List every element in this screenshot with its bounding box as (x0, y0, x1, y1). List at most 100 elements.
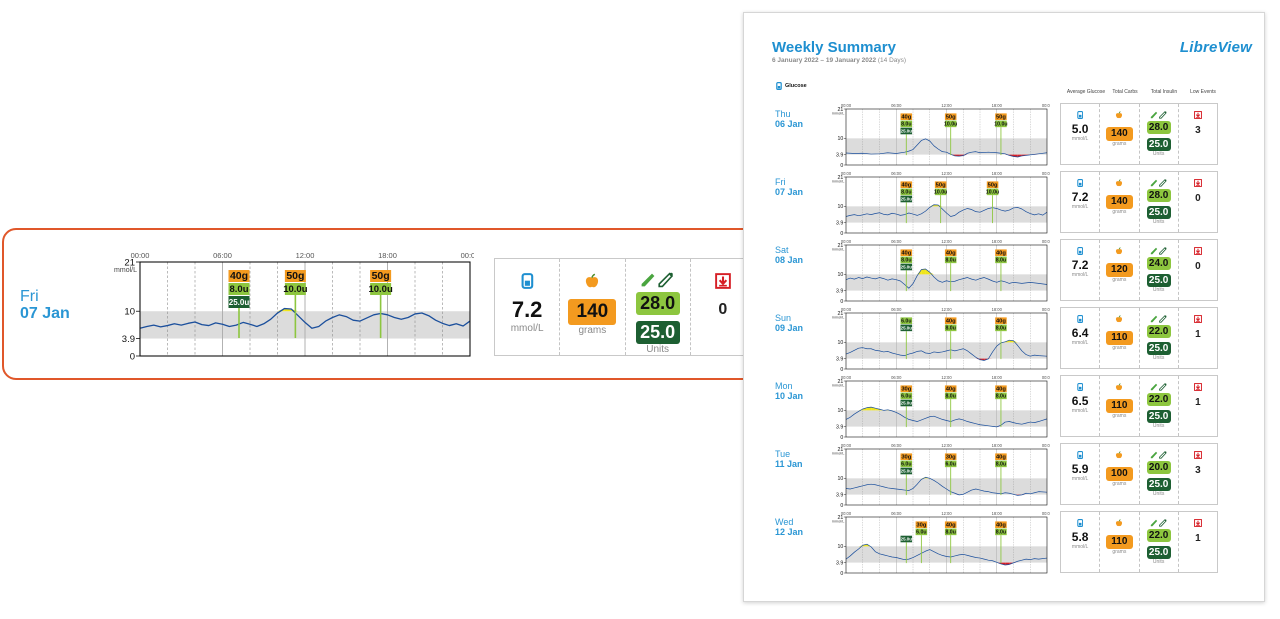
rapid-insulin-event-box-text: 10.0u (986, 190, 999, 196)
y-tick-label: 10 (837, 136, 843, 142)
total-carbs-unit: grams (1112, 413, 1127, 419)
total-carbs-unit: grams (1112, 549, 1127, 555)
day-stats: 5.0 mmol/L 140 grams 28.0 25.0 Units 3 (1060, 103, 1218, 165)
day-date: 07 Jan (775, 187, 804, 197)
y-tick-label: 21 (837, 107, 843, 113)
long-insulin-event-box-text: 25.0u (901, 265, 913, 270)
long-insulin-event-box-text: 25.0u (229, 298, 250, 307)
x-tick-label: 12:00 (941, 375, 952, 380)
total-carbs-cell: 100 grams (1099, 444, 1138, 504)
total-insulin-cell: 22.0 25.0 Units (1138, 512, 1178, 572)
glucose-sensor-icon (1077, 518, 1084, 527)
x-tick-label: 18:00 (992, 443, 1003, 448)
carbs-event-box (995, 453, 1007, 460)
glucose-sensor-icon (776, 82, 782, 90)
insulin-unit: Units (1152, 355, 1165, 361)
rapid-insulin-event-box-text: 6.0u (901, 462, 911, 468)
day-label: Sun 09 Jan (775, 313, 803, 333)
carbs-event-box (900, 113, 913, 120)
day-row: Mon 10 Jan 0 3.9 10 21 mmol/L 00:00 06:00 12:00… (744, 375, 1266, 445)
carbs-event-box-text: 40g (901, 182, 911, 188)
rapid-insulin-event-box-text: 6.0u (945, 462, 955, 468)
carbs-event-box-text: 40g (946, 250, 956, 256)
pen-icon (1150, 246, 1167, 255)
carbs-event-box-text: 40g (946, 522, 956, 528)
rapid-insulin-event-box-text: 10.0u (934, 190, 947, 196)
y-tick-label: 10 (837, 204, 843, 210)
rapid-insulin-event-box-text: 8.0u (996, 394, 1006, 400)
x-tick-label: 12:00 (941, 307, 952, 312)
weekly-summary-page: Weekly Summary 6 January 2022 – 19 Janua… (743, 12, 1265, 602)
pen-icon (1150, 314, 1167, 323)
pen-icon (1150, 110, 1167, 119)
long-insulin-event-box-text: 25.0u (901, 197, 913, 202)
x-tick-label: 00:00 (1042, 103, 1050, 108)
y-tick-label: 0 (840, 571, 843, 575)
carbs-event-box-text: 40g (996, 318, 1006, 324)
carbs-event-box (944, 317, 957, 324)
x-tick-label: 00:00 (1042, 375, 1050, 380)
day-label: Tue 11 Jan (775, 449, 803, 469)
x-tick-label: 18:00 (992, 375, 1003, 380)
y-tick-label: 0 (840, 367, 843, 371)
rapid-insulin-event-box (986, 188, 999, 196)
avg-glucose-cell: 7.2 mmol/L (1061, 172, 1099, 232)
long-insulin-event-box-text: 25.0u (901, 537, 913, 542)
low-events-value: 1 (1195, 397, 1201, 408)
low-events-cell: 3 (1177, 444, 1217, 504)
long-acting-pen-icon (1159, 382, 1167, 391)
y-tick-label: 21 (837, 515, 843, 521)
y-tick-label: 21 (124, 257, 135, 268)
carbs-event-box-text: 50g (988, 182, 998, 188)
libreview-logo: LibreView (1179, 39, 1252, 56)
rapid-insulin-event-box-text: 10.0u (368, 284, 392, 295)
avg-glucose-cell: 6.4 mmol/L (1061, 308, 1099, 368)
rapid-insulin-event-box (370, 283, 392, 295)
rapid-insulin-value: 22.0 (1146, 325, 1171, 338)
day-stats: 5.8 mmol/L 110 grams 22.0 25.0 Units 1 (1060, 511, 1218, 573)
avg-glucose-cell: 7.2 mmol/L (495, 259, 559, 355)
chart-frame (845, 312, 1048, 370)
total-insulin-cell: 28.0 25.0 Units (1138, 104, 1178, 164)
y-tick-label: 0 (840, 435, 843, 439)
carbs-event-box-text: 30g (946, 454, 956, 460)
day-date: 12 Jan (775, 527, 804, 537)
low-events-cell: 1 (1177, 308, 1217, 368)
total-carbs-cell: 140 grams (1099, 172, 1138, 232)
carbs-event-box-text: 30g (901, 454, 911, 460)
low-event-arrow-icon (1193, 314, 1202, 323)
y-tick-label: 10 (124, 307, 135, 318)
total-carbs-value: 100 (1105, 467, 1133, 481)
total-carbs-value: 110 (1105, 535, 1133, 549)
carbs-event-box-text: 50g (286, 270, 304, 282)
low-events-cell: 1 (1177, 512, 1217, 572)
long-insulin-event-box-text: 25.0u (901, 401, 913, 406)
y-unit-label: mmol/L (832, 112, 845, 116)
chart-frame (845, 516, 1048, 574)
apple-icon (1116, 178, 1123, 186)
total-carbs-unit: grams (1112, 481, 1127, 487)
y-tick-label: 10 (837, 340, 843, 346)
total-insulin-cell: 28.0 25.0 Units (624, 259, 690, 355)
x-tick-label: 06:00 (891, 375, 902, 380)
insulin-unit: Units (1152, 491, 1165, 497)
glucose-sensor-icon (1077, 110, 1084, 119)
rapid-insulin-event-box (995, 256, 1007, 264)
day-name: Thu (775, 109, 791, 119)
y-tick-label: 10 (837, 272, 843, 278)
rapid-insulin-event-box (228, 283, 250, 295)
x-tick-label: 06:00 (891, 307, 902, 312)
low-events-cell: 3 (1177, 104, 1217, 164)
long-insulin-event-box (900, 324, 913, 332)
rapid-insulin-event-box (944, 528, 957, 536)
low-events-cell: 1 (1177, 376, 1217, 436)
carbs-event-box-text: 40g (996, 250, 1006, 256)
rapid-insulin-event-box (934, 188, 947, 196)
low-event-arrow-icon (1193, 246, 1202, 255)
x-tick-label: 12:00 (941, 171, 952, 176)
long-insulin-value: 25.0 (1146, 138, 1171, 151)
pen-icon (1150, 178, 1167, 187)
y-tick-label: 0 (840, 163, 843, 167)
